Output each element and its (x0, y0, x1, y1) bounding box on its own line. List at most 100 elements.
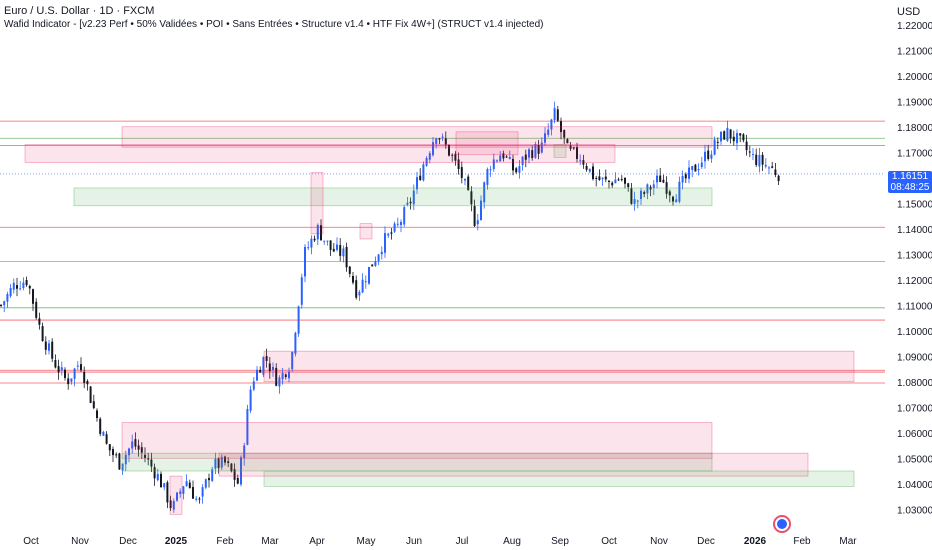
candle-body (604, 176, 607, 180)
candle-body (598, 176, 601, 181)
candle-body (3, 301, 6, 306)
candle-body (150, 459, 153, 467)
candle-body (422, 164, 425, 181)
candle-body (224, 456, 226, 463)
candle-body (108, 444, 111, 451)
candle-body (288, 371, 290, 379)
candle-body (736, 133, 738, 144)
candle-body (300, 277, 303, 305)
candle-body (496, 160, 498, 162)
candle-body (105, 434, 108, 444)
candle-body (704, 151, 706, 162)
candle-body (726, 127, 729, 141)
candle-body (185, 481, 188, 487)
indicator-title[interactable]: Wafid Indicator - [v2.23 Perf • 50% Vali… (4, 19, 544, 30)
candle-body (620, 179, 623, 181)
candle-body (502, 153, 505, 159)
candle-body (345, 246, 348, 268)
x-axis-tick-label: Nov (650, 536, 668, 547)
candle-body (448, 144, 450, 156)
candle-body (755, 154, 758, 165)
candle-body (476, 220, 479, 225)
candle-body (668, 191, 671, 196)
candle-body (297, 306, 300, 334)
candle-body (396, 223, 399, 225)
bar-countdown: 08:48:25 (890, 182, 930, 193)
candle-body (544, 133, 546, 143)
candle-body (553, 108, 556, 120)
candle-body (118, 453, 121, 470)
candle-body (643, 192, 646, 194)
y-axis-tick-label: 1.17000 (897, 148, 932, 159)
candle-body (268, 363, 271, 372)
candle-body (304, 246, 306, 277)
candle-body (627, 183, 630, 188)
economic-event-icon[interactable] (773, 515, 791, 533)
y-axis-tick-label: 1.03000 (897, 505, 932, 516)
candle-body (272, 366, 274, 370)
currency-label[interactable]: USD (897, 6, 921, 18)
candle-body (540, 142, 543, 153)
candle-body (403, 207, 406, 225)
candle-body (48, 343, 50, 351)
candle-body (742, 134, 745, 141)
candle-body (144, 454, 146, 458)
candle-body (515, 168, 518, 173)
candle-body (217, 458, 220, 469)
candle-body (601, 177, 604, 180)
poi-zone-bearish (169, 475, 183, 515)
y-axis-tick-label: 1.05000 (897, 454, 932, 465)
candle-body (748, 151, 751, 153)
candle-body (547, 129, 550, 135)
candle-body (195, 498, 198, 500)
candle-body (323, 240, 326, 242)
y-axis-tick-label: 1.09000 (897, 352, 932, 363)
y-axis-tick-label: 1.19000 (897, 97, 932, 108)
candle-body (9, 287, 12, 297)
candle-body (438, 138, 441, 140)
poi-zone-bearish (455, 131, 519, 156)
candle-body (134, 439, 137, 447)
candle-body (611, 182, 614, 186)
candle-body (579, 160, 582, 162)
candle-body (51, 341, 54, 359)
x-axis-tick-label: Jul (456, 536, 469, 547)
candle-body (342, 248, 345, 257)
x-axis-tick-label: Mar (261, 536, 279, 547)
candle-body (537, 145, 540, 154)
candle-body (512, 158, 514, 171)
y-axis-tick-label: 1.04000 (897, 480, 932, 491)
candle-body (211, 469, 214, 481)
candle-body (316, 224, 319, 240)
candle-body (774, 169, 777, 175)
candle-body (556, 109, 559, 121)
candle-body (233, 469, 236, 480)
candle-body (326, 240, 329, 242)
candle-body (54, 360, 57, 368)
candle-body (265, 356, 268, 361)
candle-body (137, 445, 140, 450)
candle-body (192, 487, 194, 499)
candle-body (291, 351, 294, 370)
candle-body (227, 461, 230, 464)
symbol-title[interactable]: Euro / U.S. Dollar · 1D · FXCM (4, 5, 155, 17)
candle-body (355, 280, 358, 298)
candle-body (400, 221, 402, 226)
candle-body (86, 380, 89, 385)
candle-body (419, 175, 422, 181)
candle-body (713, 139, 716, 155)
candle-body (406, 202, 409, 205)
candle-body (275, 367, 278, 386)
candle-body (563, 129, 566, 138)
candle-body (60, 367, 63, 371)
candle-body (764, 164, 767, 167)
y-axis-tick-label: 1.21000 (897, 46, 932, 57)
chart-legend: Euro / U.S. Dollar · 1D · FXCM Wafid Ind… (4, 4, 543, 31)
candle-body (662, 179, 665, 183)
candle-body (89, 386, 92, 403)
poi-zone-bearish (24, 144, 616, 163)
candle-body (163, 483, 166, 488)
candle-body (64, 369, 66, 378)
candle-body (262, 356, 265, 375)
